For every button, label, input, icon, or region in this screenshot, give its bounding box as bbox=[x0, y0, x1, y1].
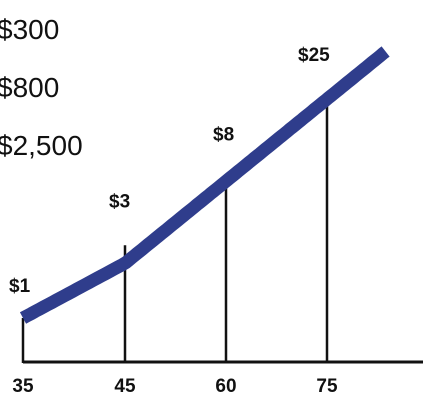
data-label-45: $3 bbox=[109, 191, 130, 212]
data-label-60: $8 bbox=[213, 125, 234, 146]
side-text-group: $300 $800 $2,500 bbox=[0, 14, 83, 161]
x-tick-label-75: 75 bbox=[316, 376, 338, 397]
side-text-3: $2,500 bbox=[0, 130, 83, 161]
side-text-2: $800 bbox=[0, 72, 59, 103]
data-label-35: $1 bbox=[9, 276, 31, 297]
chart-marks: $1 $3 $8 $25 35 45 60 75 bbox=[9, 45, 423, 397]
x-tick-label-45: 45 bbox=[114, 376, 136, 397]
cost-curve-line bbox=[19, 46, 390, 324]
x-tick-label-60: 60 bbox=[215, 376, 236, 397]
x-tick-label-35: 35 bbox=[12, 376, 34, 397]
side-text-1: $300 bbox=[0, 14, 59, 45]
data-label-75: $25 bbox=[298, 45, 330, 66]
